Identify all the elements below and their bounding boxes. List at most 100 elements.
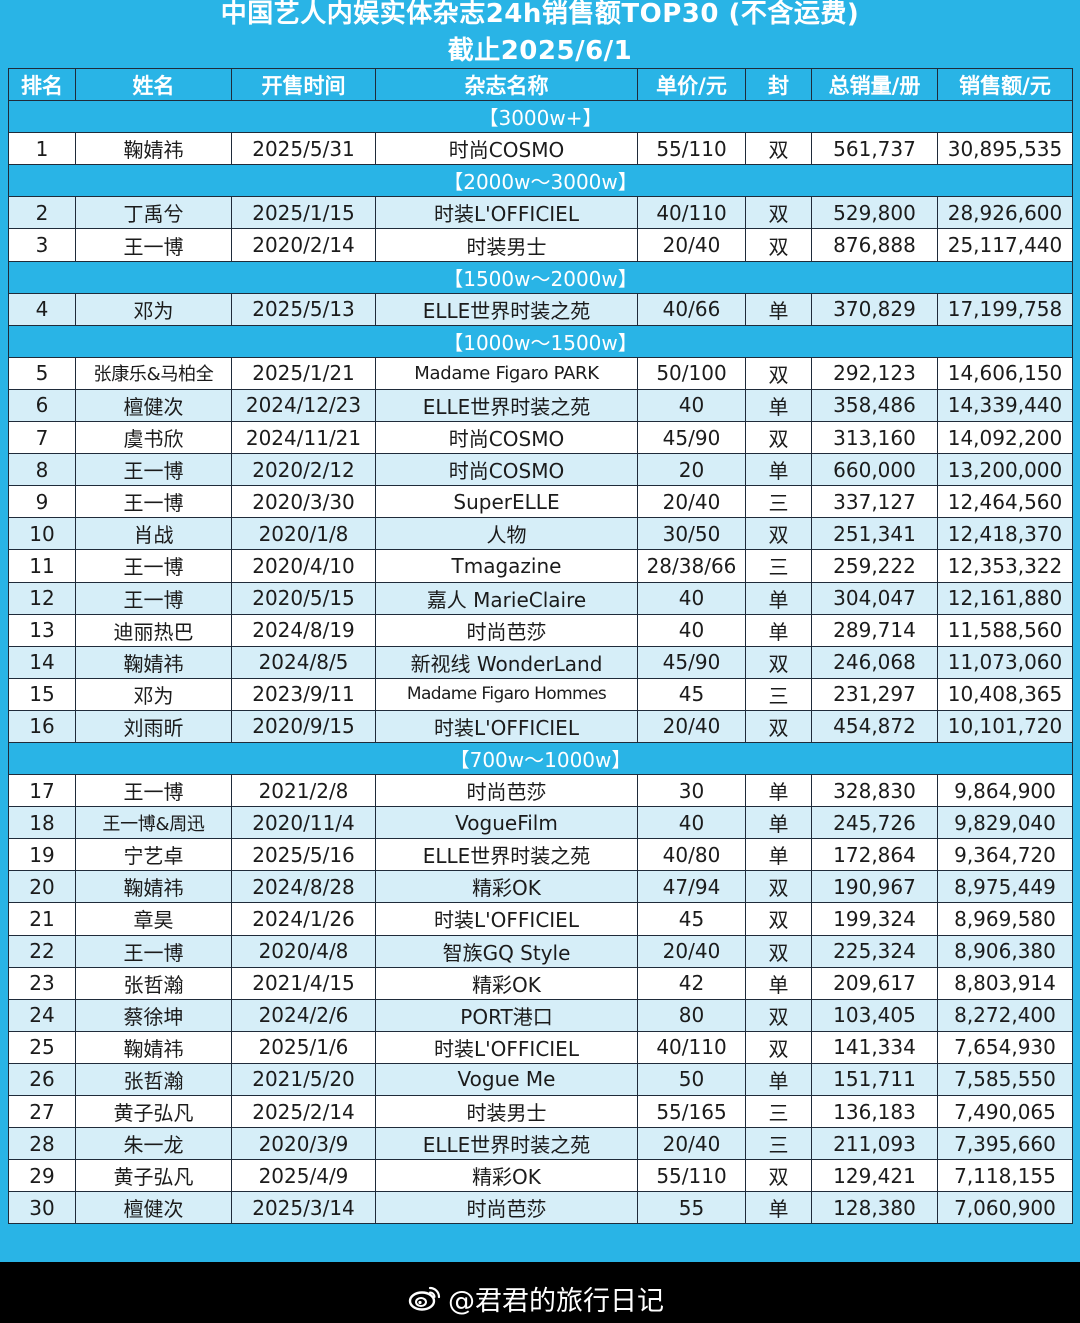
copies-cell: 292,123: [811, 356, 938, 390]
magazine-cell: SuperELLE: [375, 485, 638, 519]
column-header: 销售额/元: [937, 67, 1073, 102]
price-cell: 20: [637, 453, 746, 487]
release-date-cell: 2025/5/16: [231, 838, 376, 872]
price-cell: 50: [637, 1062, 746, 1097]
revenue-cell: 12,418,370: [937, 517, 1073, 551]
magazine-cell: 时尚芭莎: [375, 1191, 638, 1225]
copies-cell: 337,127: [811, 485, 938, 519]
copies-cell: 103,405: [811, 998, 938, 1032]
cover-cell: 三: [745, 677, 812, 711]
price-cell: 55/110: [637, 132, 746, 166]
rank-cell: 24: [8, 998, 76, 1032]
rank-cell: 26: [8, 1062, 76, 1097]
magazine-cell: 嘉人 MarieClaire: [375, 581, 638, 615]
cover-cell: 双: [745, 1159, 812, 1193]
magazine-cell: 精彩OK: [375, 966, 638, 1000]
artist-cell: 刘雨昕: [75, 709, 232, 743]
price-cell: 40/66: [637, 292, 746, 326]
copies-cell: 304,047: [811, 581, 938, 615]
release-date-cell: 2020/2/14: [231, 228, 376, 262]
table-row: 25 鞠婧祎 2025/1/6 时装L'OFFICIEL 40/110 双 141,334 7…: [8, 1030, 1073, 1064]
artist-cell: 蔡徐坤: [75, 998, 232, 1032]
price-cell: 30/50: [637, 517, 746, 551]
release-date-cell: 2024/8/28: [231, 870, 376, 904]
release-date-cell: 2021/5/20: [231, 1062, 376, 1097]
artist-cell: 鞠婧祎: [75, 1030, 232, 1064]
cover-cell: 双: [745, 934, 812, 968]
revenue-cell: 14,606,150: [937, 356, 1073, 390]
artist-cell: 鞠婧祎: [75, 870, 232, 904]
column-header: 杂志名称: [375, 67, 638, 102]
tier-band-label: 【2000w～3000w】: [8, 164, 1073, 198]
artist-cell: 鞠婧祎: [75, 132, 232, 166]
revenue-cell: 8,906,380: [937, 934, 1073, 968]
price-cell: 30: [637, 774, 746, 808]
rank-cell: 19: [8, 838, 76, 872]
rank-cell: 11: [8, 549, 76, 583]
magazine-cell: 时装L'OFFICIEL: [375, 1030, 638, 1064]
magazine-cell: ELLE世界时装之苑: [375, 1127, 638, 1161]
release-date-cell: 2021/4/15: [231, 966, 376, 1000]
rank-cell: 29: [8, 1159, 76, 1193]
table-row: 7 虞书欣 2024/11/21 时尚COSMO 45/90 双 313,160 14,092…: [8, 421, 1073, 455]
release-date-cell: 2020/4/10: [231, 549, 376, 583]
magazine-cell: 精彩OK: [375, 1159, 638, 1193]
tier-band-label: 【1000w～1500w】: [8, 324, 1073, 358]
tier-band-label: 【700w～1000w】: [8, 741, 1073, 776]
rank-cell: 9: [8, 485, 76, 519]
rank-cell: 8: [8, 453, 76, 487]
release-date-cell: 2020/3/9: [231, 1127, 376, 1161]
release-date-cell: 2024/2/6: [231, 998, 376, 1032]
release-date-cell: 2025/5/31: [231, 132, 376, 166]
cover-cell: 双: [745, 228, 812, 262]
tier-band-row: 【1500w～2000w】: [8, 260, 1073, 294]
magazine-cell: 时装男士: [375, 1094, 638, 1129]
artist-cell: 虞书欣: [75, 421, 232, 455]
release-date-cell: 2020/11/4: [231, 806, 376, 840]
release-date-cell: 2020/9/15: [231, 709, 376, 743]
column-header: 单价/元: [637, 67, 746, 102]
rank-cell: 13: [8, 613, 76, 647]
release-date-cell: 2024/8/5: [231, 645, 376, 679]
release-date-cell: 2024/1/26: [231, 902, 376, 936]
cover-cell: 双: [745, 645, 812, 679]
revenue-cell: 8,975,449: [937, 870, 1073, 904]
revenue-cell: 7,395,660: [937, 1127, 1073, 1161]
release-date-cell: 2025/1/6: [231, 1030, 376, 1064]
cover-cell: 单: [745, 453, 812, 487]
artist-cell: 檀健次: [75, 1191, 232, 1225]
cover-cell: 单: [745, 774, 812, 808]
release-date-cell: 2020/1/8: [231, 517, 376, 551]
revenue-cell: 11,588,560: [937, 613, 1073, 647]
artist-cell: 王一博: [75, 453, 232, 487]
table-row: 10 肖战 2020/1/8 人物 30/50 双 251,341 12,418,370: [8, 517, 1073, 551]
artist-cell: 黄子弘凡: [75, 1159, 232, 1193]
rank-cell: 5: [8, 356, 76, 390]
ranking-sheet: 中国艺人内娱实体杂志24h销售额TOP30 (不含运费) 截止2025/6/1 …: [0, 0, 1080, 1262]
revenue-cell: 28,926,600: [937, 196, 1073, 230]
table-row: 11 王一博 2020/4/10 Tmagazine 28/38/66 三 259,222 1…: [8, 549, 1073, 583]
copies-cell: 246,068: [811, 645, 938, 679]
sheet-subtitle: 截止2025/6/1: [447, 36, 633, 66]
copies-cell: 141,334: [811, 1030, 938, 1064]
table-row: 1 鞠婧祎 2025/5/31 时尚COSMO 55/110 双 561,737 30,895…: [8, 132, 1073, 166]
table-row: 14 鞠婧祎 2024/8/5 新视线 WonderLand 45/90 双 246,068…: [8, 645, 1073, 679]
price-cell: 40: [637, 388, 746, 423]
revenue-cell: 12,161,880: [937, 581, 1073, 615]
release-date-cell: 2025/4/9: [231, 1159, 376, 1193]
header-row: 排名 姓名 开售时间 杂志名称 单价/元封总销量/册 销售额/元: [8, 67, 1073, 102]
revenue-cell: 8,969,580: [937, 902, 1073, 936]
table-row: 16 刘雨昕 2020/9/15 时装L'OFFICIEL 20/40 双 454,872 1…: [8, 709, 1073, 743]
cover-cell: 双: [745, 709, 812, 743]
revenue-cell: 9,829,040: [937, 806, 1073, 840]
table-row: 13 迪丽热巴 2024/8/19 时尚芭莎 40 单 289,714 11,588,560: [8, 613, 1073, 647]
price-cell: 45/90: [637, 421, 746, 455]
copies-cell: 370,829: [811, 292, 938, 326]
column-header: 排名: [8, 67, 76, 102]
artist-cell: 王一博: [75, 549, 232, 583]
weibo-logo-icon: [408, 1286, 441, 1311]
magazine-cell: 新视线 WonderLand: [375, 645, 638, 679]
table-row: 5 张康乐&马柏全 2025/1/21 Madame Figaro PARK 50/10…: [8, 356, 1073, 390]
rank-cell: 28: [8, 1127, 76, 1161]
cover-cell: 单: [745, 966, 812, 1000]
